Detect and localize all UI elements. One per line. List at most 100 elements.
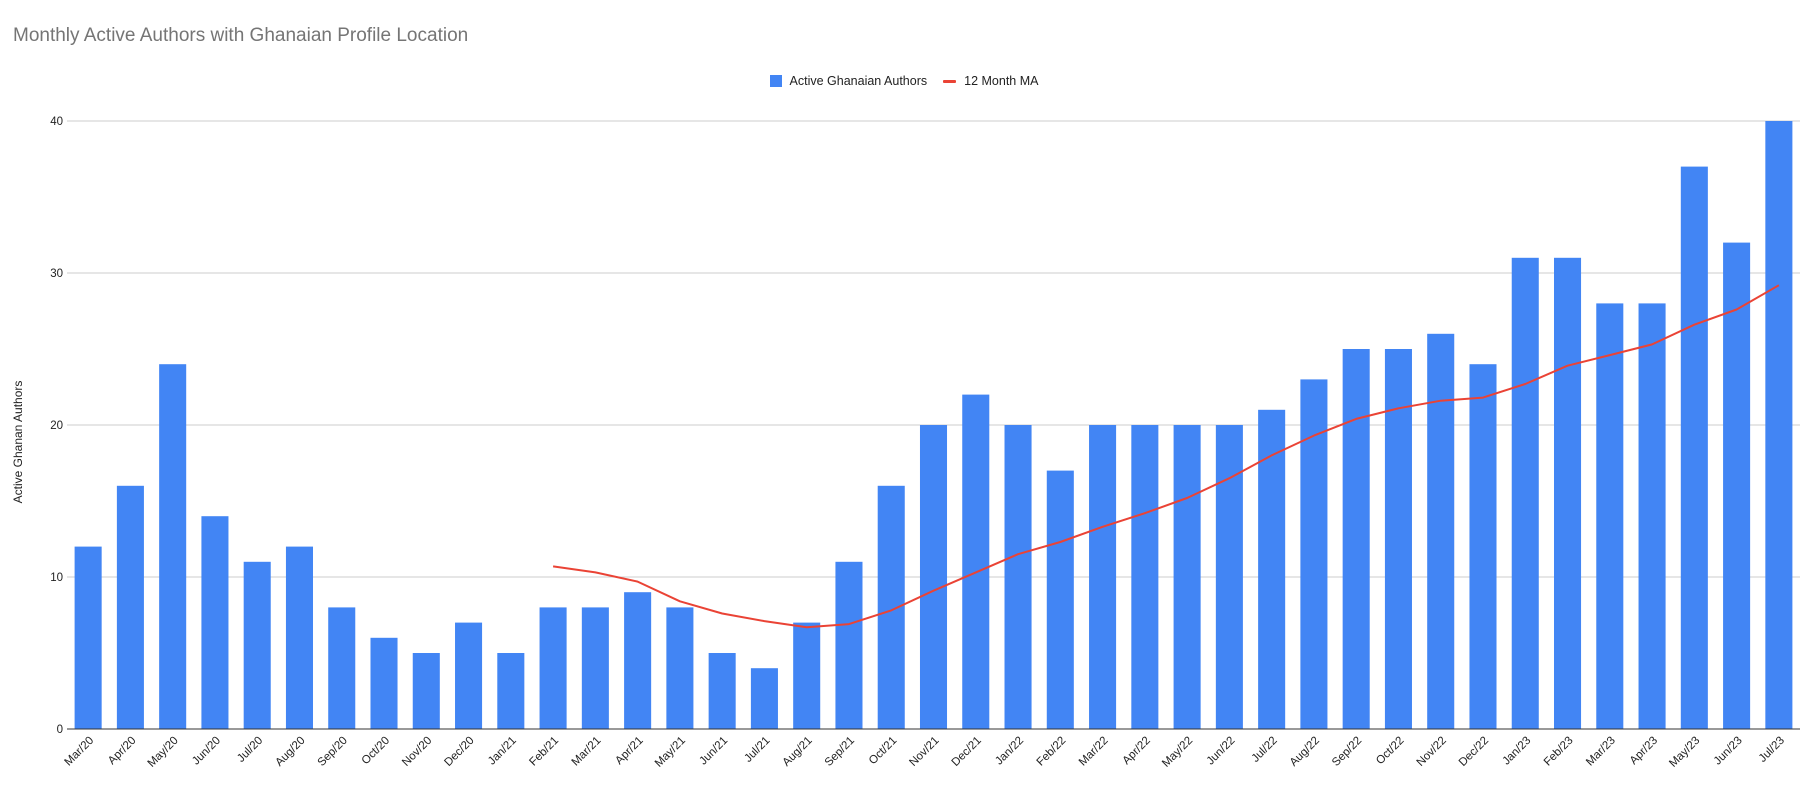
x-tick-label: Aug/22 xyxy=(1288,735,1322,769)
bar[interactable] xyxy=(1300,379,1328,729)
bar[interactable] xyxy=(1004,425,1032,729)
x-tick-label: May/21 xyxy=(653,735,688,770)
bar[interactable] xyxy=(1173,425,1201,729)
bar[interactable] xyxy=(1342,349,1370,729)
x-tick-label: Sep/22 xyxy=(1330,735,1364,769)
x-tick-label: Nov/20 xyxy=(400,735,434,769)
bar[interactable] xyxy=(1046,470,1074,729)
y-tick-label: 10 xyxy=(50,572,63,584)
y-tick-label: 0 xyxy=(57,724,63,736)
x-tick-label: Aug/20 xyxy=(273,735,307,769)
legend-swatch-line xyxy=(943,79,957,83)
bar-series xyxy=(74,121,1793,730)
bar[interactable] xyxy=(328,607,356,729)
x-tick-label: Apr/22 xyxy=(1121,735,1153,767)
x-tick-label: Jul/22 xyxy=(1250,735,1280,765)
x-tick-label: Feb/22 xyxy=(1035,735,1069,769)
x-tick-label: Jun/21 xyxy=(697,735,730,768)
bar[interactable] xyxy=(539,607,567,729)
legend-item-line[interactable]: 12 Month MA xyxy=(943,74,1038,88)
line-series xyxy=(552,284,1780,629)
x-tick-label: Sep/21 xyxy=(823,735,857,769)
bar[interactable] xyxy=(835,561,863,729)
bar[interactable] xyxy=(962,394,990,729)
bar[interactable] xyxy=(793,622,821,729)
bar[interactable] xyxy=(1765,121,1793,729)
legend-item-bars[interactable]: Active Ghanaian Authors xyxy=(769,74,928,88)
x-tick-label: Jun/22 xyxy=(1205,735,1238,768)
bar[interactable] xyxy=(624,592,652,729)
bar[interactable] xyxy=(455,622,483,729)
x-tick-label: Oct/21 xyxy=(867,735,899,767)
x-tick-label: May/23 xyxy=(1667,735,1702,770)
x-tick-label: Dec/21 xyxy=(950,735,984,769)
moving-average-line[interactable] xyxy=(552,284,1780,629)
x-tick-label: Oct/20 xyxy=(360,735,392,767)
bar[interactable] xyxy=(919,425,948,729)
legend-label-line: 12 Month MA xyxy=(964,74,1039,88)
bar[interactable] xyxy=(1131,425,1159,729)
y-tick-label: 40 xyxy=(50,116,63,128)
bar[interactable] xyxy=(1596,303,1624,729)
x-tick-label: Dec/22 xyxy=(1457,735,1491,769)
legend: Active Ghanaian Authors 12 Month MA xyxy=(0,71,1808,91)
bar[interactable] xyxy=(1723,242,1751,729)
x-tick-label: Feb/21 xyxy=(527,735,561,769)
legend-swatch-bar xyxy=(769,75,782,87)
x-tick-label: Jun/23 xyxy=(1712,735,1745,768)
x-tick-label: Dec/20 xyxy=(442,735,476,769)
x-tick-label: May/20 xyxy=(146,735,181,770)
x-tick-label: Jul/23 xyxy=(1757,735,1787,765)
x-tick-label: Nov/21 xyxy=(907,735,941,769)
x-tick-label: Nov/22 xyxy=(1415,735,1449,769)
bar[interactable] xyxy=(1427,333,1455,729)
bar[interactable] xyxy=(666,607,694,729)
x-tick-label: Mar/20 xyxy=(62,735,96,769)
x-tick-label: Jan/22 xyxy=(993,735,1026,768)
bar[interactable] xyxy=(1469,364,1497,729)
x-tick-label: Oct/22 xyxy=(1374,735,1406,767)
chart-title: Monthly Active Authors with Ghanaian Pro… xyxy=(13,25,469,46)
bar[interactable] xyxy=(1680,166,1708,730)
legend-label-bars: Active Ghanaian Authors xyxy=(789,74,928,88)
y-tick-label: 20 xyxy=(50,420,63,432)
x-tick-label: Mar/23 xyxy=(1584,735,1618,769)
bar[interactable] xyxy=(285,546,314,729)
bar[interactable] xyxy=(1258,409,1286,729)
x-tick-label: Jul/21 xyxy=(742,735,772,765)
x-tick-label: Sep/20 xyxy=(316,735,350,769)
bar[interactable] xyxy=(1215,425,1243,729)
x-tick-label: Apr/23 xyxy=(1628,735,1660,767)
x-tick-label: Jul/20 xyxy=(235,735,265,765)
x-tick-label: Jun/20 xyxy=(190,735,223,768)
x-tick-label: Apr/20 xyxy=(106,735,138,767)
bar[interactable] xyxy=(116,485,144,729)
bar[interactable] xyxy=(74,546,102,729)
bar[interactable] xyxy=(1638,303,1666,729)
bar[interactable] xyxy=(1384,349,1412,729)
bar[interactable] xyxy=(877,485,905,729)
bar[interactable] xyxy=(412,653,440,729)
x-tick-label: Mar/21 xyxy=(570,735,604,769)
x-tick-label: Jan/21 xyxy=(486,735,519,768)
bar[interactable] xyxy=(1553,257,1582,729)
x-tick-label: May/22 xyxy=(1160,735,1195,770)
bar[interactable] xyxy=(497,653,525,729)
bar[interactable] xyxy=(708,653,736,729)
x-tick-label: Aug/21 xyxy=(781,735,815,769)
bar[interactable] xyxy=(581,607,609,729)
bar[interactable] xyxy=(750,668,778,729)
bar[interactable] xyxy=(243,561,271,729)
x-tick-label: Mar/22 xyxy=(1077,735,1111,769)
bar[interactable] xyxy=(1511,257,1539,729)
bar[interactable] xyxy=(1089,425,1117,729)
bar[interactable] xyxy=(159,364,187,729)
bar[interactable] xyxy=(201,516,229,729)
y-axis-title: Active Ghanan Authors xyxy=(11,381,25,504)
x-tick-label: Apr/21 xyxy=(613,735,645,767)
x-tick-label: Feb/23 xyxy=(1542,735,1576,769)
bar[interactable] xyxy=(370,637,398,729)
y-tick-label: 30 xyxy=(50,268,63,280)
x-tick-label: Jan/23 xyxy=(1500,735,1533,768)
